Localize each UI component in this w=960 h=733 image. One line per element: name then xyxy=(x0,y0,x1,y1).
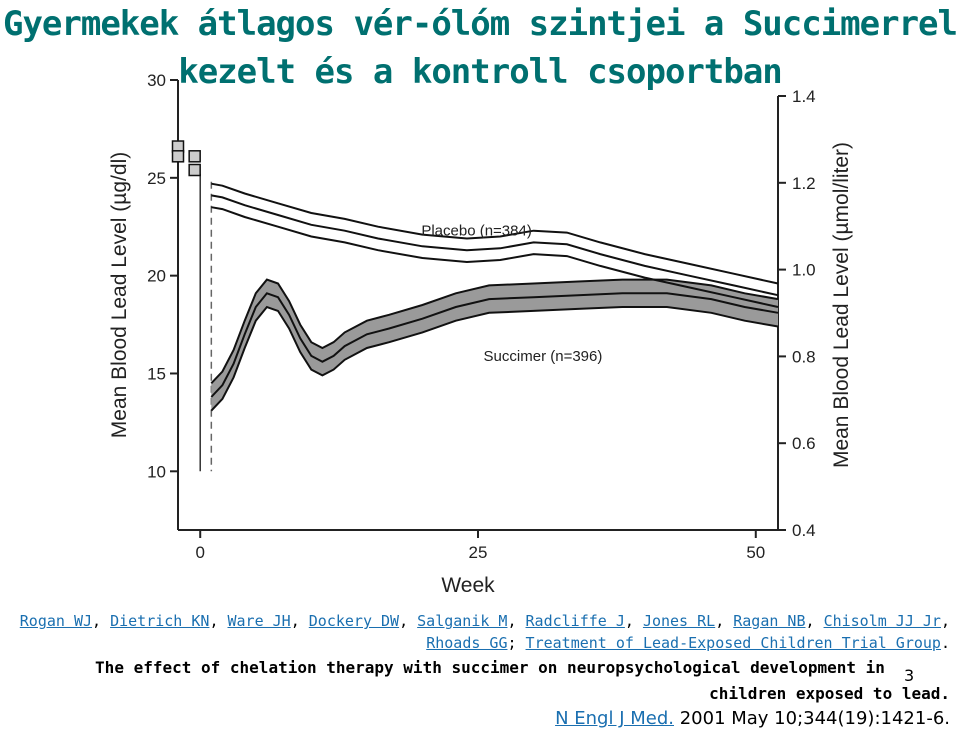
reference-block: Rogan WJ, Dietrich KN, Ware JH, Dockery … xyxy=(0,610,960,732)
placebo-annotation: Placebo (n=384) xyxy=(421,223,532,240)
author-link[interactable]: Salganik M xyxy=(417,612,508,630)
left-tick-label: 10 xyxy=(147,462,166,481)
author-link[interactable]: Radcliffe J xyxy=(525,612,625,630)
baseline-square xyxy=(188,150,201,163)
right-tick-label: 1.4 xyxy=(792,87,816,106)
author-link[interactable]: Rhoads GG xyxy=(426,634,508,652)
author-links: Rogan WJ, Dietrich KN, Ware JH, Dockery … xyxy=(19,612,950,652)
baseline-markers xyxy=(171,140,201,177)
right-tick-label: 1.0 xyxy=(792,261,816,280)
placebo-lower-line xyxy=(211,206,779,308)
author-link[interactable]: Chisolm JJ Jr xyxy=(823,612,941,630)
x-tick-label: 25 xyxy=(469,543,488,562)
baseline-square xyxy=(171,150,185,163)
journal-citation: N Engl J Med. 2001 May 10;344(19):1421-6… xyxy=(0,706,960,732)
author-link[interactable]: Ragan NB xyxy=(733,612,806,630)
succimer-upper-line xyxy=(210,278,779,384)
succimer-lower-line xyxy=(210,305,779,412)
axis-ticks: 10 15 20 25 30 0.4 0.6 0.8 1.0 1.2 1.4 0 25 50 xyxy=(147,71,816,562)
article-title-line-2: children exposed to lead. xyxy=(709,684,950,703)
x-tick-label: 50 xyxy=(746,543,765,562)
author-link[interactable]: Jones RL xyxy=(642,612,716,630)
left-tick-label: 15 xyxy=(147,364,166,383)
series-annotations: Placebo (n=384) Succimer (n=396) xyxy=(421,223,602,365)
succimer-annotation: Succimer (n=396) xyxy=(484,348,603,365)
blood-lead-chart: 10 15 20 25 30 0.4 0.6 0.8 1.0 1.2 1.4 0 25 50 Week Me… xyxy=(108,71,853,597)
right-tick-label: 0.6 xyxy=(792,434,816,453)
citation-details: 2001 May 10;344(19):1421-6. xyxy=(679,708,950,729)
left-tick-label: 25 xyxy=(147,169,166,188)
author-link[interactable]: Rogan WJ xyxy=(19,612,93,630)
trial-group-link[interactable]: Treatment of Lead-Exposed Children Trial… xyxy=(525,634,941,652)
slide-title-line-2: kezelt és a kontroll csoportban xyxy=(178,52,783,92)
left-tick-label: 20 xyxy=(147,267,166,286)
x-axis-label: Week xyxy=(441,574,495,597)
author-link[interactable]: Ware JH xyxy=(227,612,291,630)
article-title-line-1: The effect of chelation therapy with suc… xyxy=(95,658,885,677)
succimer-mean-line xyxy=(210,292,779,398)
axis-labels: Week Mean Blood Lead Level (µg/dl) Mean Bl… xyxy=(108,142,853,597)
right-tick-label: 1.2 xyxy=(792,174,816,193)
author-list: Rogan WJ, Dietrich KN, Ware JH, Dockery … xyxy=(19,612,950,652)
right-tick-label: 0.8 xyxy=(792,347,816,366)
baseline-square xyxy=(188,163,201,177)
x-tick-label: 0 xyxy=(195,543,204,562)
slide-number: 3 xyxy=(904,666,915,685)
slide-title-line-1: Gyermekek átlagos vér-ólóm szintjei a Su… xyxy=(2,4,958,44)
author-link[interactable]: Dockery DW xyxy=(308,612,400,630)
placebo-upper-line xyxy=(211,182,779,285)
author-link[interactable]: Dietrich KN xyxy=(110,612,210,630)
placebo-mean-line xyxy=(211,194,779,297)
right-axis-label: Mean Blood Lead Level (µmol/liter) xyxy=(830,142,853,468)
journal-link[interactable]: N Engl J Med. xyxy=(555,708,674,729)
left-axis-label: Mean Blood Lead Level (µg/dl) xyxy=(108,152,131,438)
left-tick-label: 30 xyxy=(147,71,166,90)
series-lines xyxy=(210,182,779,412)
right-tick-label: 0.4 xyxy=(792,521,816,540)
